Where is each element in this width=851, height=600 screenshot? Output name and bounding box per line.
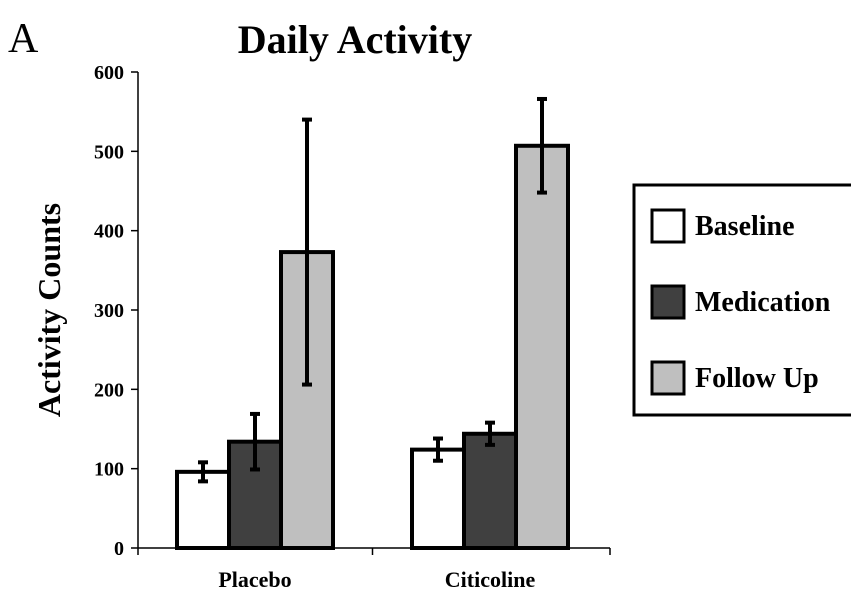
- y-axis-title: Activity Counts: [31, 203, 67, 417]
- legend-label-follow-up: Follow Up: [695, 363, 819, 394]
- bar-group: [175, 143, 570, 551]
- y-tick-label: 300: [94, 300, 124, 322]
- y-tick-label: 100: [94, 459, 124, 481]
- legend-label-baseline: Baseline: [695, 211, 795, 242]
- axes: 0 100 200 300 400 500 600 Placebo Citicoline: [94, 62, 611, 592]
- error-bar-follow-up-citicoline: [537, 96, 547, 195]
- error-bar-group: [198, 96, 547, 484]
- legend-swatch-baseline: [650, 208, 686, 244]
- chart-title: Daily Activity: [238, 17, 472, 62]
- legend: Baseline Medication Follow Up: [632, 183, 851, 417]
- error-bar-baseline-citicoline: [433, 436, 443, 463]
- y-tick-label: 400: [94, 221, 124, 243]
- error-bar-medication-citicoline: [485, 420, 495, 447]
- y-tick-label: 0: [114, 538, 124, 560]
- x-tick-label-citicoline: Citicoline: [445, 567, 536, 592]
- bar-medication-citicoline: [462, 431, 518, 551]
- panel-label: A: [8, 16, 39, 62]
- legend-swatch-medication: [650, 284, 686, 320]
- error-bar-follow-up-placebo: [302, 117, 312, 387]
- error-bar-medication-placebo: [250, 411, 260, 472]
- legend-swatch-follow-up: [650, 360, 686, 396]
- y-tick-label: 200: [94, 379, 124, 401]
- x-tick-label-placebo: Placebo: [218, 567, 291, 592]
- y-tick-label: 500: [94, 141, 124, 163]
- legend-label-medication: Medication: [695, 287, 831, 318]
- y-tick-label: 600: [94, 62, 124, 84]
- bar-follow-up-citicoline: [514, 143, 570, 550]
- error-bar-baseline-placebo: [198, 460, 208, 484]
- bar-baseline-citicoline: [410, 447, 466, 551]
